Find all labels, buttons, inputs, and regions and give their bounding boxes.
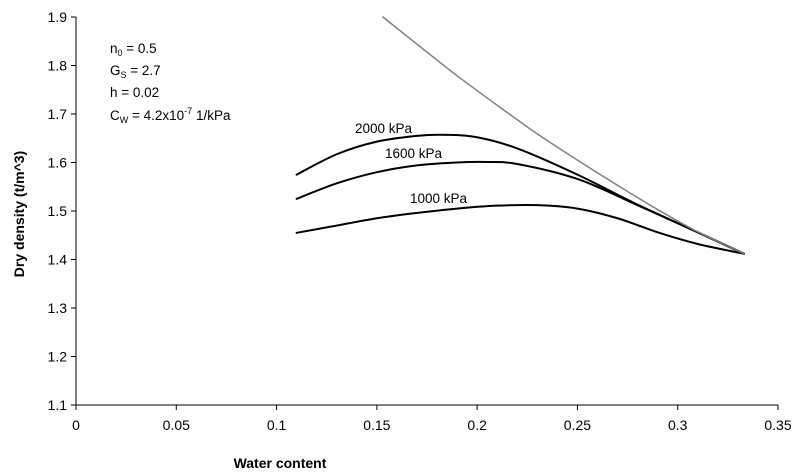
curve-zero-air-voids (382, 16, 745, 255)
curve-label-1600kpa: 1600 kPa (385, 146, 443, 161)
y-axis-title: Dry density (t/m^3) (11, 151, 27, 277)
y-tick-label: 1.2 (48, 349, 68, 365)
y-tick-label: 1.5 (48, 203, 68, 219)
series-group (295, 16, 745, 255)
x-axis: 0 0.05 0.1 0.15 0.2 0.25 0.3 0.35 (72, 405, 792, 433)
curve-1000kpa (295, 203, 745, 255)
x-tick-label: 0.3 (668, 417, 688, 433)
x-tick-label: 0.2 (467, 417, 487, 433)
y-tick-label: 1.7 (48, 106, 68, 122)
y-axis: 1.1 1.2 1.3 1.4 1.5 1.6 1.7 1.8 1.9 (48, 9, 76, 413)
annotation-gs: GS = 2.7 (110, 63, 161, 80)
x-tick-label: 0.35 (764, 417, 791, 433)
curve-2000kpa (295, 133, 745, 255)
x-tick-label: 0.25 (564, 417, 591, 433)
y-tick-label: 1.3 (48, 300, 68, 316)
y-tick-label: 1.8 (48, 58, 68, 74)
x-tick-label: 0.1 (267, 417, 287, 433)
parameter-annotations: n0 = 0.5 GS = 2.7 h = 0.02 CW = 4.2x10-7… (110, 41, 231, 125)
x-axis-title: Water content (234, 455, 327, 471)
annotation-cw: CW = 4.2x10-7 1/kPa (110, 106, 231, 125)
y-tick-label: 1.9 (48, 9, 68, 25)
x-tick-label: 0.05 (163, 417, 190, 433)
annotation-h: h = 0.02 (110, 85, 159, 100)
y-tick-label: 1.4 (48, 252, 68, 268)
x-tick-label: 0 (72, 417, 80, 433)
annotation-n0: n0 = 0.5 (110, 41, 157, 58)
y-tick-label: 1.6 (48, 155, 68, 171)
curve-label-2000kpa: 2000 kPa (355, 121, 413, 136)
x-tick-label: 0.15 (363, 417, 390, 433)
curve-label-1000kpa: 1000 kPa (410, 191, 468, 206)
y-tick-label: 1.1 (48, 397, 68, 413)
curve-1600kpa (295, 160, 745, 255)
